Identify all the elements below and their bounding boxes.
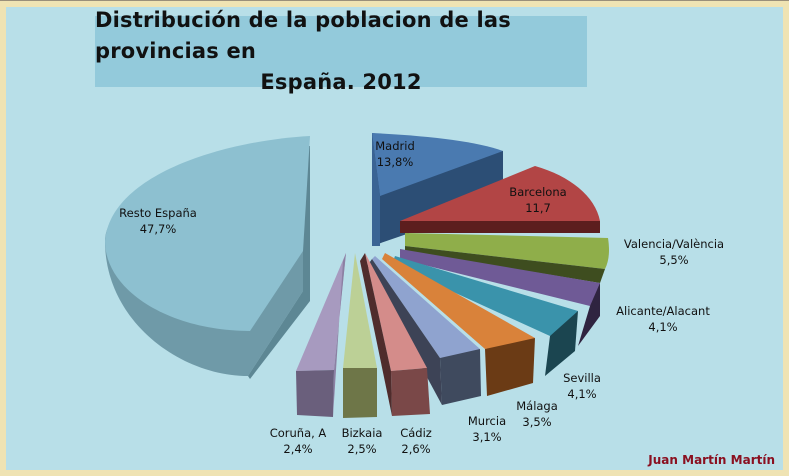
slice-sevilla[interactable] xyxy=(392,256,578,376)
slice-barcelona[interactable] xyxy=(400,166,600,233)
label-bizkaia-value: 2,5% xyxy=(347,442,377,456)
slice-malaga[interactable] xyxy=(382,253,535,396)
label-murcia-value: 3,1% xyxy=(472,430,502,444)
label-coruna-name: Coruña, A xyxy=(269,426,327,440)
label-madrid-value: 13,8% xyxy=(376,155,414,169)
label-cadiz-value: 2,6% xyxy=(401,442,431,456)
label-resto-name: Resto España xyxy=(119,206,197,220)
label-murcia: Murcia 3,1% xyxy=(468,413,506,445)
label-valencia-value: 5,5% xyxy=(659,253,689,267)
label-barcelona: Barcelona 11,7 xyxy=(509,184,566,216)
chart-title-line-1: Distribución de la poblacion de las prov… xyxy=(95,8,511,63)
label-alicante: Alicante/Alacant 4,1% xyxy=(616,303,710,335)
slice-coruna[interactable] xyxy=(296,253,346,417)
slice-alicante[interactable] xyxy=(400,249,600,346)
label-barcelona-value: 11,7 xyxy=(525,201,551,215)
label-valencia-name: Valencia/València xyxy=(623,237,725,251)
chart-title: Distribución de la poblacion de las prov… xyxy=(95,8,587,94)
label-madrid: Madrid 13,8% xyxy=(375,138,415,170)
label-malaga-name: Málaga xyxy=(516,399,558,413)
label-cadiz-name: Cádiz xyxy=(400,426,432,440)
label-sevilla-name: Sevilla xyxy=(563,371,601,385)
slice-cadiz[interactable] xyxy=(360,253,430,416)
label-malaga-value: 3,5% xyxy=(522,415,552,429)
label-sevilla: Sevilla 4,1% xyxy=(563,370,601,402)
label-alicante-value: 4,1% xyxy=(648,320,678,334)
label-valencia: Valencia/València 5,5% xyxy=(624,236,724,268)
slice-resto-espana[interactable] xyxy=(105,136,310,379)
label-barcelona-name: Barcelona xyxy=(509,185,567,199)
label-malaga: Málaga 3,5% xyxy=(516,398,558,430)
slice-valencia[interactable] xyxy=(405,233,609,283)
label-bizkaia-name: Bizkaia xyxy=(341,426,383,440)
label-sevilla-value: 4,1% xyxy=(567,387,597,401)
slice-bizkaia[interactable] xyxy=(343,253,377,418)
slice-madrid[interactable] xyxy=(372,133,503,246)
label-cadiz: Cádiz 2,6% xyxy=(400,425,432,457)
label-resto-value: 47,7% xyxy=(139,222,177,236)
label-resto-espana: Resto España 47,7% xyxy=(119,205,197,237)
label-coruna: Coruña, A 2,4% xyxy=(270,425,327,457)
label-coruna-value: 2,4% xyxy=(283,442,313,456)
label-murcia-name: Murcia xyxy=(467,414,507,428)
author-credit: Juan Martín Martín xyxy=(648,453,775,467)
label-alicante-name: Alicante/Alacant xyxy=(616,304,710,318)
label-bizkaia: Bizkaia 2,5% xyxy=(342,425,383,457)
chart-title-line-2: España. 2012 xyxy=(260,70,422,94)
label-madrid-name: Madrid xyxy=(375,139,415,153)
